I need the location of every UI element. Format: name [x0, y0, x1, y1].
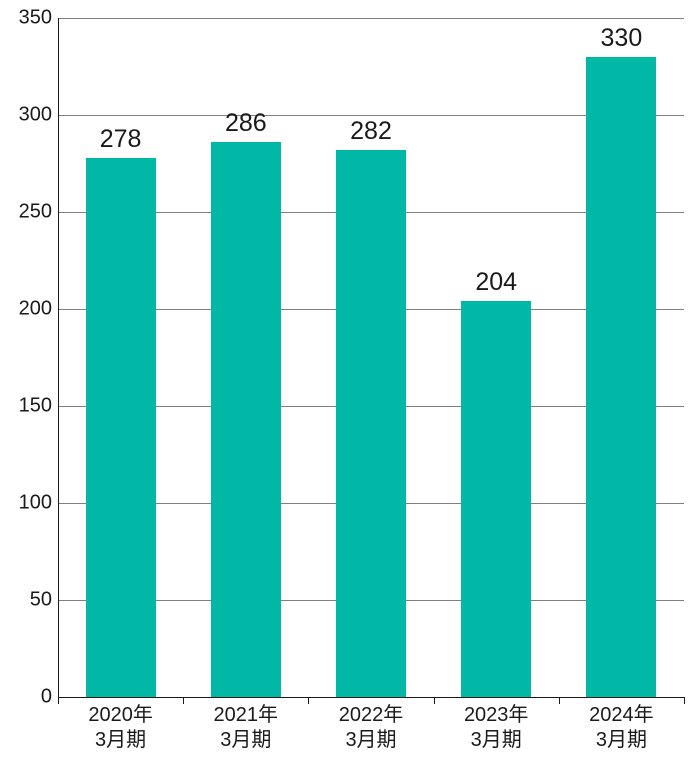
bar	[586, 57, 656, 697]
xtick-label: 2023年 3月期	[464, 697, 529, 753]
ytick-label: 150	[19, 395, 58, 418]
bar	[336, 150, 406, 697]
ytick-label: 200	[19, 298, 58, 321]
ytick-label: 300	[19, 104, 58, 127]
xtick-mark	[559, 697, 560, 704]
bar	[86, 158, 156, 697]
ytick-label: 50	[30, 589, 58, 612]
ytick-label: 100	[19, 492, 58, 515]
ytick-label: 0	[41, 686, 58, 709]
bar-value-label: 282	[350, 117, 392, 146]
xtick-label: 2020年 3月期	[88, 697, 153, 753]
plot-area: 0501001502002503003502782020年 3月期2862021…	[58, 18, 684, 697]
bar-value-label: 204	[475, 268, 517, 297]
xtick-label: 2024年 3月期	[589, 697, 654, 753]
bar-value-label: 286	[225, 109, 267, 138]
xtick-mark	[684, 697, 685, 704]
xtick-mark	[58, 697, 59, 704]
xtick-mark	[308, 697, 309, 704]
bar-value-label: 278	[100, 125, 142, 154]
gridline	[58, 18, 684, 19]
bar	[461, 301, 531, 697]
bar	[211, 142, 281, 697]
bar-chart: 0 50 100 150 200 250 300 350 278 2020年 3月期 286 2021…	[0, 0, 700, 767]
xtick-mark	[434, 697, 435, 704]
ytick-label: 250	[19, 201, 58, 224]
ytick-label: 350	[19, 7, 58, 30]
xtick-mark	[183, 697, 184, 704]
xtick-label: 2022年 3月期	[339, 697, 404, 753]
xtick-label: 2021年 3月期	[214, 697, 279, 753]
y-axis-line	[58, 18, 59, 697]
bar-value-label: 330	[601, 24, 643, 53]
